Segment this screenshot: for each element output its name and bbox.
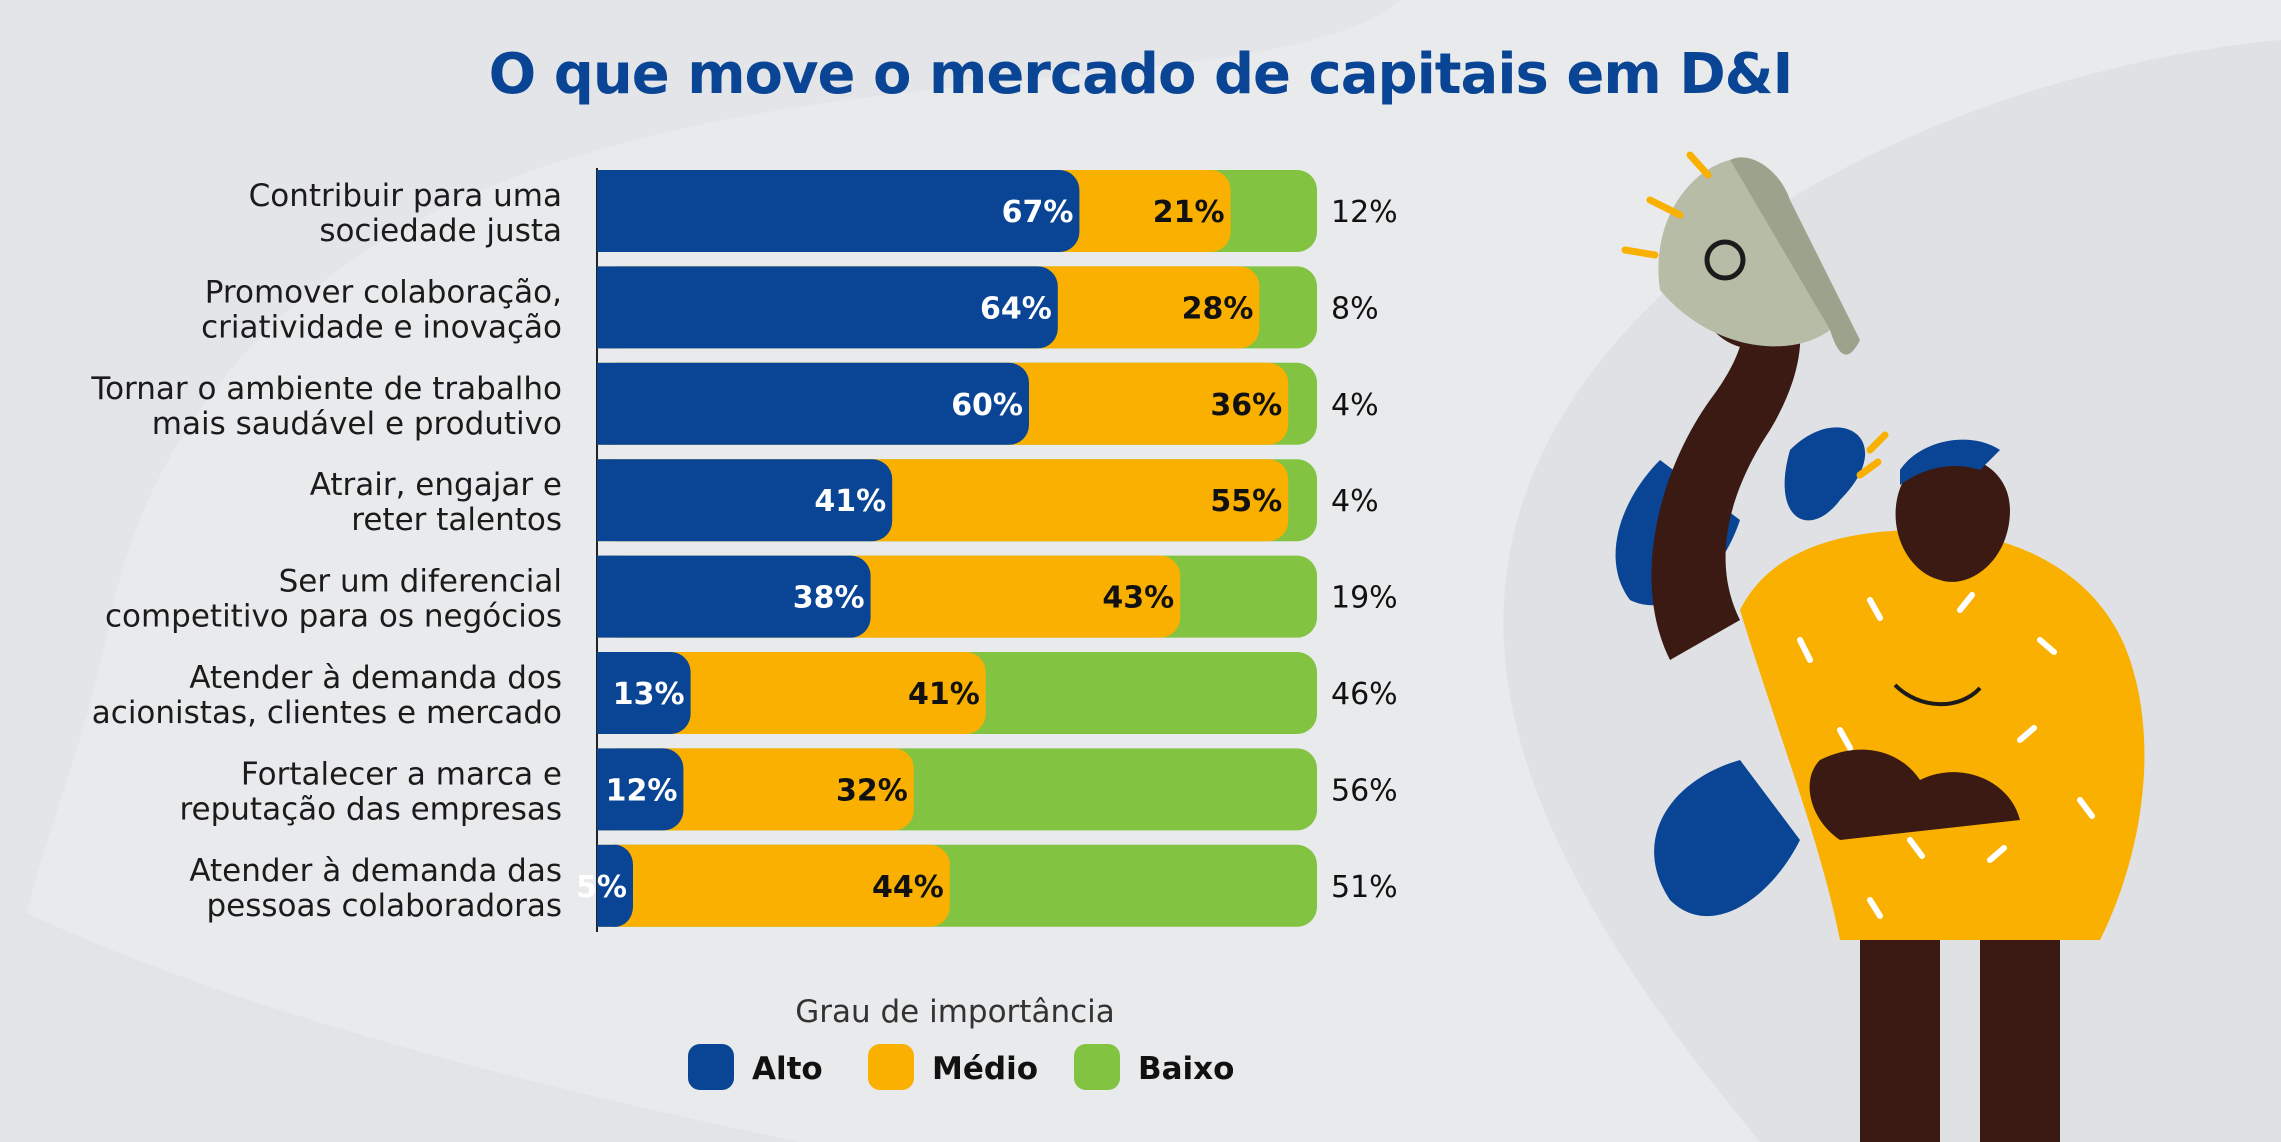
data-label-baixo: 4% xyxy=(1331,484,1379,519)
legend-swatch xyxy=(868,1044,914,1090)
bar-segment-alto-square xyxy=(597,362,617,445)
bar-segment-medio xyxy=(597,844,950,927)
bar-segment-alto-square xyxy=(597,266,617,349)
category-label: Atender à demanda das pessoas colaborador… xyxy=(189,853,562,924)
bar-segment-alto-square xyxy=(597,555,617,638)
data-label-baixo: 51% xyxy=(1331,870,1398,905)
bar-segment-alto-square xyxy=(597,170,617,252)
bar-segment-alto xyxy=(597,362,1029,445)
bar-segment-alto-square xyxy=(597,748,617,831)
legend-label: Médio xyxy=(932,1051,1038,1087)
data-label-baixo: 19% xyxy=(1331,581,1398,616)
data-label-medio: 32% xyxy=(836,773,908,808)
data-label-baixo: 46% xyxy=(1331,677,1398,712)
data-label-baixo: 4% xyxy=(1331,388,1379,423)
data-label-medio: 36% xyxy=(1210,388,1282,423)
bar-row: Atrair, engajar e reter talentos 41% 55% 4% xyxy=(310,459,1379,542)
data-label-medio: 55% xyxy=(1210,484,1282,519)
page-title: O que move o mercado de capitais em D&I xyxy=(488,42,1794,107)
data-label-alto: 41% xyxy=(814,484,886,519)
category-label: Contribuir para uma sociedade justa xyxy=(249,178,562,249)
data-label-medio: 43% xyxy=(1102,581,1174,616)
category-label: Promover colaboração, criatividade e inov… xyxy=(201,274,562,345)
data-label-medio: 28% xyxy=(1182,291,1254,326)
data-label-alto: 67% xyxy=(1002,195,1074,230)
legend-item: Baixo xyxy=(1074,1044,1234,1090)
legend-item: Médio xyxy=(868,1044,1038,1090)
data-label-alto: 60% xyxy=(951,388,1023,423)
bar-row: Atender à demanda dos acionistas, cliente… xyxy=(92,652,1398,734)
data-label-medio: 41% xyxy=(908,677,980,712)
bar-row: Fortalecer a marca e reputação das empres… xyxy=(179,748,1398,831)
bar-row: Ser um diferencial competitivo para os ne… xyxy=(105,555,1398,638)
category-label: Tornar o ambiente de trabalho mais saudáv… xyxy=(90,371,562,442)
megaphone-person-illustration xyxy=(1615,151,2145,1142)
bar-row: Contribuir para uma sociedade justa 67% 21%… xyxy=(249,170,1398,252)
data-label-baixo: 56% xyxy=(1331,773,1398,808)
bar-segment-alto-square xyxy=(597,652,617,734)
bar-segment-alto xyxy=(597,555,871,638)
data-label-alto: 12% xyxy=(606,773,678,808)
data-label-baixo: 12% xyxy=(1331,195,1398,230)
data-label-alto: 64% xyxy=(980,291,1052,326)
legend-swatch xyxy=(1074,1044,1120,1090)
bar-segment-alto xyxy=(597,748,684,831)
category-label: Atender à demanda dos acionistas, cliente… xyxy=(92,660,562,731)
stacked-bar-chart: Contribuir para uma sociedade justa 67% 21%… xyxy=(90,168,1398,1090)
legend-title: Grau de importância xyxy=(795,994,1115,1030)
bar-row: Promover colaboração, criatividade e inov… xyxy=(201,266,1379,349)
data-label-alto: 5% xyxy=(576,870,627,905)
bar-segment-alto-square xyxy=(597,844,617,927)
legend-item: Alto xyxy=(688,1044,823,1090)
legend-label: Baixo xyxy=(1138,1051,1234,1087)
category-label: Atrair, engajar e reter talentos xyxy=(310,467,562,538)
category-label: Ser um diferencial competitivo para os ne… xyxy=(105,564,562,635)
bar-segment-alto-square xyxy=(597,459,617,542)
legend-label: Alto xyxy=(752,1051,823,1087)
data-label-medio: 21% xyxy=(1153,195,1225,230)
bar-segment-alto xyxy=(597,170,1080,252)
category-label: Fortalecer a marca e reputação das empres… xyxy=(179,756,562,827)
bar-segment-alto xyxy=(597,266,1058,349)
legend-swatch xyxy=(688,1044,734,1090)
bar-segment-medio xyxy=(597,652,986,734)
data-label-alto: 13% xyxy=(613,677,685,712)
bar-segment-alto xyxy=(597,652,691,734)
data-label-medio: 44% xyxy=(872,870,944,905)
bar-row: Atender à demanda das pessoas colaborador… xyxy=(189,844,1398,927)
bar-segment-alto xyxy=(597,459,893,542)
data-label-baixo: 8% xyxy=(1331,291,1379,326)
bar-row: Tornar o ambiente de trabalho mais saudáv… xyxy=(90,362,1379,445)
data-label-alto: 38% xyxy=(793,581,865,616)
